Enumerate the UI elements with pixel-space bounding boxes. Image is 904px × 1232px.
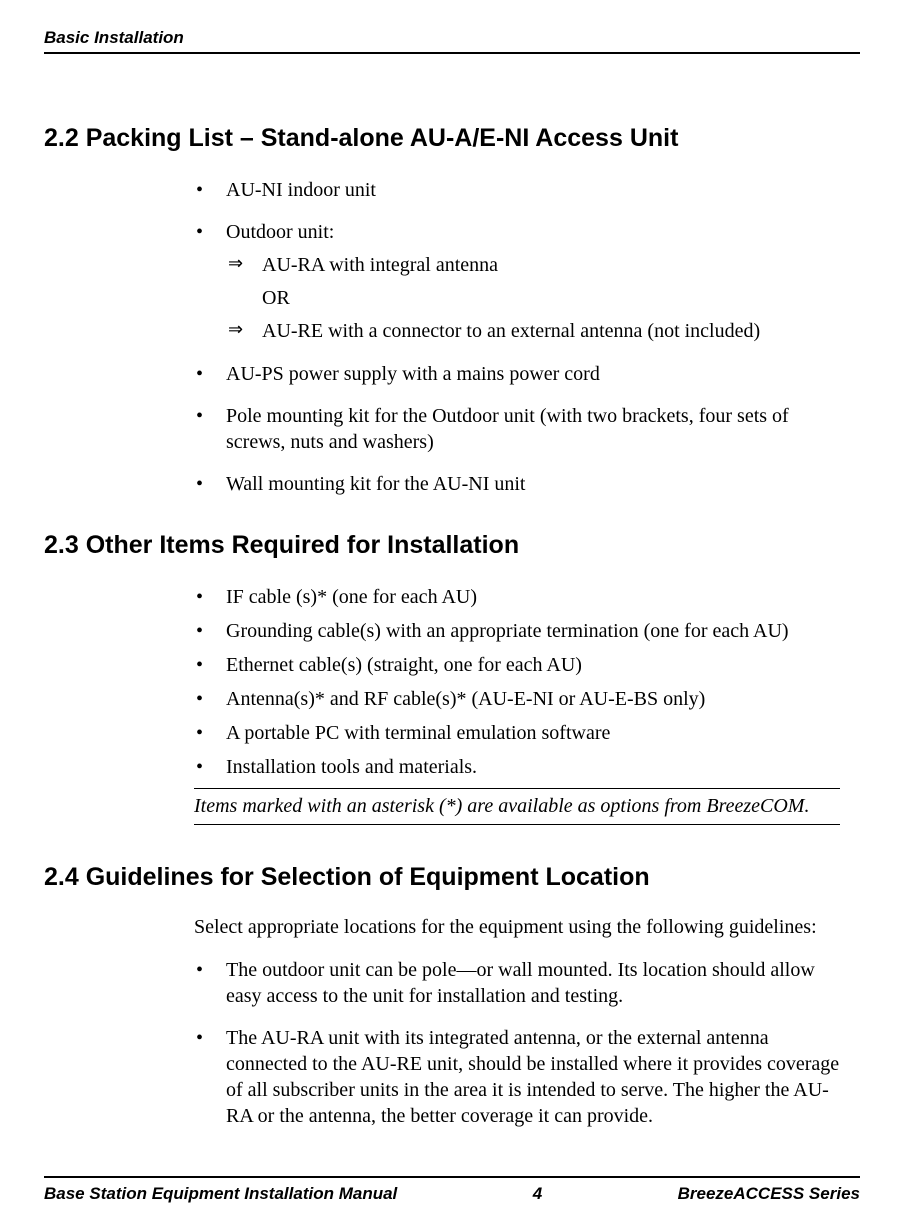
section-2-3-list: IF cable (s)* (one for each AU) Groundin… <box>194 584 840 780</box>
section-2-4-heading: 2.4 Guidelines for Selection of Equipmen… <box>44 863 860 892</box>
footer-left: Base Station Equipment Installation Manu… <box>44 1184 397 1204</box>
list-item: AU-NI indoor unit <box>194 177 840 203</box>
list-item: Grounding cable(s) with an appropriate t… <box>194 618 840 644</box>
page-header: Basic Installation <box>44 28 860 54</box>
list-item: AU-PS power supply with a mains power co… <box>194 361 840 387</box>
list-item: The outdoor unit can be pole—or wall mou… <box>194 957 840 1009</box>
sublist-item: AU-RE with a connector to an external an… <box>226 317 840 345</box>
section-2-2-list: AU-NI indoor unit Outdoor unit: AU-RA wi… <box>194 177 840 497</box>
section-2-3-heading: 2.3 Other Items Required for Installatio… <box>44 531 860 560</box>
section-2-3-content: IF cable (s)* (one for each AU) Groundin… <box>44 584 860 825</box>
list-item: Installation tools and materials. <box>194 754 840 780</box>
header-title: Basic Installation <box>44 28 184 47</box>
arrow-sublist: AU-RE with a connector to an external an… <box>226 317 840 345</box>
list-item: Ethernet cable(s) (straight, one for eac… <box>194 652 840 678</box>
or-text: OR <box>226 285 840 311</box>
arrow-sublist: AU-RA with integral antenna <box>226 251 840 279</box>
section-2-4-list: The outdoor unit can be pole—or wall mou… <box>194 957 840 1129</box>
list-item: Pole mounting kit for the Outdoor unit (… <box>194 403 840 455</box>
page-footer: Base Station Equipment Installation Manu… <box>44 1176 860 1204</box>
section-2-2: 2.2 Packing List – Stand-alone AU-A/E-NI… <box>44 124 860 497</box>
list-item: Outdoor unit: AU-RA with integral antenn… <box>194 219 840 345</box>
list-item: Antenna(s)* and RF cable(s)* (AU-E-NI or… <box>194 686 840 712</box>
list-item-label: Outdoor unit: <box>226 221 334 243</box>
section-2-3: 2.3 Other Items Required for Installatio… <box>44 531 860 825</box>
section-2-4-intro: Select appropriate locations for the equ… <box>194 916 840 939</box>
sublist-item: AU-RA with integral antenna <box>226 251 840 279</box>
footer-page-number: 4 <box>533 1184 542 1204</box>
asterisk-note: Items marked with an asterisk (*) are av… <box>194 788 840 825</box>
section-2-4: 2.4 Guidelines for Selection of Equipmen… <box>44 863 860 1129</box>
footer-right: BreezeACCESS Series <box>678 1184 860 1204</box>
section-2-2-content: AU-NI indoor unit Outdoor unit: AU-RA wi… <box>44 177 860 497</box>
list-item: A portable PC with terminal emulation so… <box>194 720 840 746</box>
section-2-4-content: Select appropriate locations for the equ… <box>44 916 860 1129</box>
list-item: The AU-RA unit with its integrated anten… <box>194 1025 840 1129</box>
list-item: IF cable (s)* (one for each AU) <box>194 584 840 610</box>
section-2-2-heading: 2.2 Packing List – Stand-alone AU-A/E-NI… <box>44 124 860 153</box>
list-item: Wall mounting kit for the AU-NI unit <box>194 471 840 497</box>
